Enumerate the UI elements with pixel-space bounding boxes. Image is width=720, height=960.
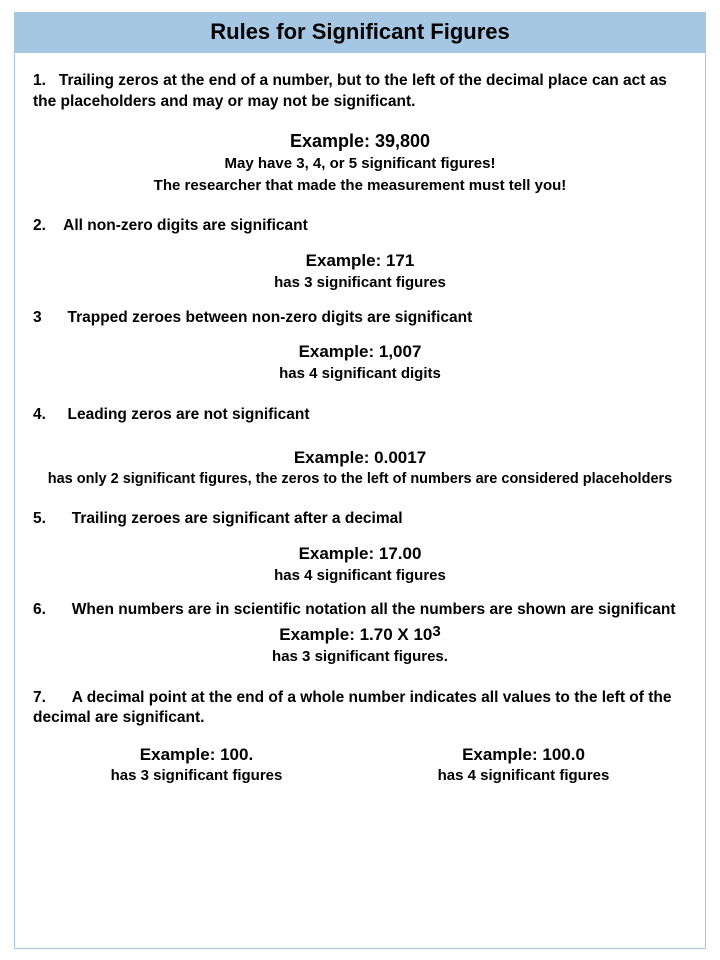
rule-4: 4. Leading zeros are not significant (33, 405, 687, 426)
title-bar: Rules for Significant Figures (14, 12, 706, 53)
rule-3-sub1: has 4 significant digits (33, 364, 687, 384)
page-title: Rules for Significant Figures (210, 19, 509, 44)
rule-1-sub1: May have 3, 4, or 5 significant figures! (33, 154, 687, 174)
rule-5-text: Trailing zeroes are significant after a … (72, 510, 403, 527)
rule-7-examples: Example: 100. has 3 significant figures … (33, 745, 687, 784)
rule-2-example: Example: 171 (33, 251, 687, 271)
rule-2-text: All non-zero digits are significant (63, 217, 308, 234)
rule-5-num: 5. (33, 510, 46, 527)
rule-6-text: When numbers are in scientific notation … (72, 601, 676, 618)
rule-5-sub1: has 4 significant figures (33, 566, 687, 586)
rule-6-num: 6. (33, 601, 46, 618)
rule-7-col2-desc: has 4 significant figures (360, 767, 687, 784)
rule-7-col-2: Example: 100.0 has 4 significant figures (360, 745, 687, 784)
rule-5-example: Example: 17.00 (33, 544, 687, 564)
rule-1-num: 1. (33, 72, 46, 89)
rule-2: 2. All non-zero digits are significant (33, 216, 687, 237)
rule-6: 6. When numbers are in scientific notati… (33, 600, 687, 621)
rule-1-text: Trailing zeros at the end of a number, b… (33, 72, 667, 110)
rule-4-num: 4. (33, 406, 46, 423)
rule-5: 5. Trailing zeroes are significant after… (33, 509, 687, 530)
rule-7-col1-example: Example: 100. (33, 745, 360, 765)
rule-2-num: 2. (33, 217, 46, 234)
rule-7-col1-desc: has 3 significant figures (33, 767, 360, 784)
rule-1: 1. Trailing zeros at the end of a number… (33, 71, 687, 113)
rule-7: 7. A decimal point at the end of a whole… (33, 688, 687, 730)
rule-2-sub1: has 3 significant figures (33, 273, 687, 293)
rule-6-example-base: Example: 1.70 X 10 (279, 625, 432, 644)
rule-6-example: Example: 1.70 X 103 (33, 623, 687, 645)
rule-7-col-1: Example: 100. has 3 significant figures (33, 745, 360, 784)
page: Rules for Significant Figures 1. Trailin… (0, 0, 720, 960)
rule-3-text: Trapped zeroes between non-zero digits a… (67, 309, 472, 326)
rule-6-sub1: has 3 significant figures. (33, 647, 687, 667)
rule-6-example-exp: 3 (432, 623, 440, 640)
rule-7-text: A decimal point at the end of a whole nu… (33, 689, 672, 727)
rule-3-example: Example: 1,007 (33, 342, 687, 362)
rule-4-example: Example: 0.0017 (33, 448, 687, 468)
rule-1-sub2: The researcher that made the measurement… (33, 176, 687, 196)
rule-3-num: 3 (33, 309, 42, 326)
rule-4-sub1: has only 2 significant figures, the zero… (33, 470, 687, 490)
rule-7-num: 7. (33, 689, 46, 706)
rule-7-col2-example: Example: 100.0 (360, 745, 687, 765)
content-panel: 1. Trailing zeros at the end of a number… (14, 53, 706, 949)
rule-3: 3 Trapped zeroes between non-zero digits… (33, 308, 687, 329)
rule-1-example: Example: 39,800 (33, 131, 687, 152)
rule-4-text: Leading zeros are not significant (67, 406, 309, 423)
